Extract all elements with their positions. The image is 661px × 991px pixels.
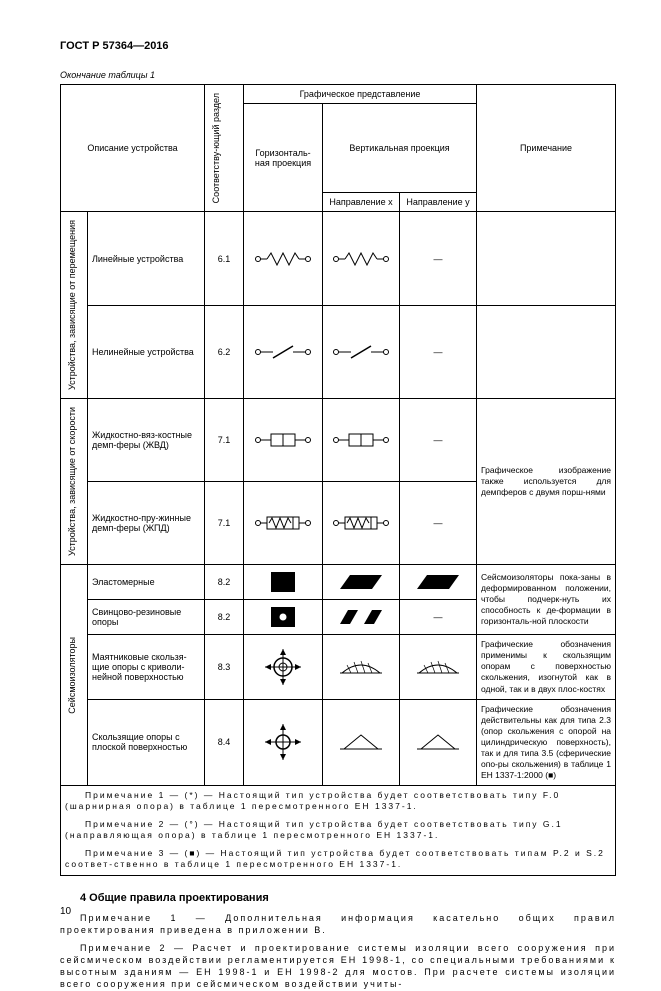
table-notes: Примечание 1 — (*) — Настоящий тип устро… xyxy=(61,785,616,875)
device-name: Скользящие опоры с плоской поверхностью xyxy=(88,699,205,785)
symbol-vert-x xyxy=(323,305,400,399)
section-ref: 7.1 xyxy=(205,399,244,482)
device-name: Линейные устройства xyxy=(88,212,205,306)
group-label: Устройства, зависящие от скорости xyxy=(61,399,88,565)
col-graphic-rep: Графическое представление xyxy=(244,85,477,104)
table-row: Сейсмоизоляторы Эластомерные 8.2 Сейсмои… xyxy=(61,565,616,600)
symbol-horiz xyxy=(244,699,323,785)
symbol-vert-y: — xyxy=(400,212,477,306)
section-ref: 8.4 xyxy=(205,699,244,785)
section-ref: 8.2 xyxy=(205,600,244,635)
symbol-vert-y: — xyxy=(400,600,477,635)
table-row: Скользящие опоры с плоской поверхностью … xyxy=(61,699,616,785)
section-ref: 8.2 xyxy=(205,565,244,600)
symbol-horiz xyxy=(244,600,323,635)
symbol-vert-x xyxy=(323,699,400,785)
symbol-horiz xyxy=(244,482,323,565)
table-note-1: Примечание 1 — (*) — Настоящий тип устро… xyxy=(65,790,611,813)
group-label: Устройства, зависящие от перемещения xyxy=(61,212,88,399)
section-4-note-1: Примечание 1 — Дополнительная информация… xyxy=(60,912,616,936)
table-row: Маятниковые скользя-щие опоры с криволи-… xyxy=(61,635,616,699)
symbol-vert-x xyxy=(323,600,400,635)
table-note-2: Примечание 2 — (°) — Настоящий тип устро… xyxy=(65,819,611,842)
device-name: Нелинейные устройства xyxy=(88,305,205,399)
row-note: Графические обозначения применимы к скол… xyxy=(477,635,616,699)
devices-table: Описание устройства Соответству-ющий раз… xyxy=(60,84,616,876)
symbol-horiz xyxy=(244,305,323,399)
device-name: Жидкостно-вяз-костные демп-феры (ЖВД) xyxy=(88,399,205,482)
row-note xyxy=(477,305,616,399)
table-note-3: Примечание 3 — (■) — Настоящий тип устро… xyxy=(65,848,611,871)
symbol-vert-y: — xyxy=(400,305,477,399)
col-dir-y: Направление y xyxy=(400,193,477,212)
row-note: Графические обозначения действительны ка… xyxy=(477,699,616,785)
symbol-vert-x xyxy=(323,482,400,565)
table-notes-row: Примечание 1 — (*) — Настоящий тип устро… xyxy=(61,785,616,875)
section-ref: 6.2 xyxy=(205,305,244,399)
document-id: ГОСТ Р 57364—2016 xyxy=(60,40,616,52)
table-row: Устройства, зависящие от скорости Жидкос… xyxy=(61,399,616,482)
col-horiz-proj: Горизонталь-ная проекция xyxy=(244,104,323,212)
symbol-horiz xyxy=(244,635,323,699)
section-4-note-2: Примечание 2 — Расчет и проектирование с… xyxy=(60,942,616,991)
device-name: Эластомерные xyxy=(88,565,205,600)
device-name: Маятниковые скользя-щие опоры с криволи-… xyxy=(88,635,205,699)
row-note xyxy=(477,212,616,306)
symbol-vert-x xyxy=(323,565,400,600)
device-name: Жидкостно-пру-жинные демп-феры (ЖПД) xyxy=(88,482,205,565)
symbol-vert-y xyxy=(400,635,477,699)
symbol-vert-y: — xyxy=(400,482,477,565)
symbol-horiz xyxy=(244,212,323,306)
page: ГОСТ Р 57364—2016 Окончание таблицы 1 Оп… xyxy=(0,0,661,935)
table-caption: Окончание таблицы 1 xyxy=(60,70,616,80)
symbol-vert-x xyxy=(323,212,400,306)
col-section: Соответству-ющий раздел xyxy=(205,85,244,212)
group-label: Сейсмоизоляторы xyxy=(61,565,88,786)
table-row: Нелинейные устройства 6.2 — xyxy=(61,305,616,399)
symbol-vert-x xyxy=(323,635,400,699)
section-ref: 8.3 xyxy=(205,635,244,699)
row-note: Графическое изображение также использует… xyxy=(477,399,616,565)
symbol-horiz xyxy=(244,399,323,482)
section-ref: 7.1 xyxy=(205,482,244,565)
col-note: Примечание xyxy=(477,85,616,212)
col-device-desc: Описание устройства xyxy=(61,85,205,212)
symbol-vert-x xyxy=(323,399,400,482)
section-4-title: 4 Общие правила проектирования xyxy=(80,892,616,904)
table-row: Устройства, зависящие от перемещения Лин… xyxy=(61,212,616,306)
row-note: Сейсмоизоляторы пока-заны в деформирован… xyxy=(477,565,616,635)
section-ref: 6.1 xyxy=(205,212,244,306)
symbol-vert-y xyxy=(400,565,477,600)
device-name: Свинцово-резиновые опоры xyxy=(88,600,205,635)
symbol-vert-y xyxy=(400,699,477,785)
col-vert-proj: Вертикальная проекция xyxy=(323,104,477,193)
symbol-horiz xyxy=(244,565,323,600)
table-header-row: Описание устройства Соответству-ющий раз… xyxy=(61,85,616,104)
page-number: 10 xyxy=(60,906,71,917)
col-dir-x: Направление x xyxy=(323,193,400,212)
symbol-vert-y: — xyxy=(400,399,477,482)
